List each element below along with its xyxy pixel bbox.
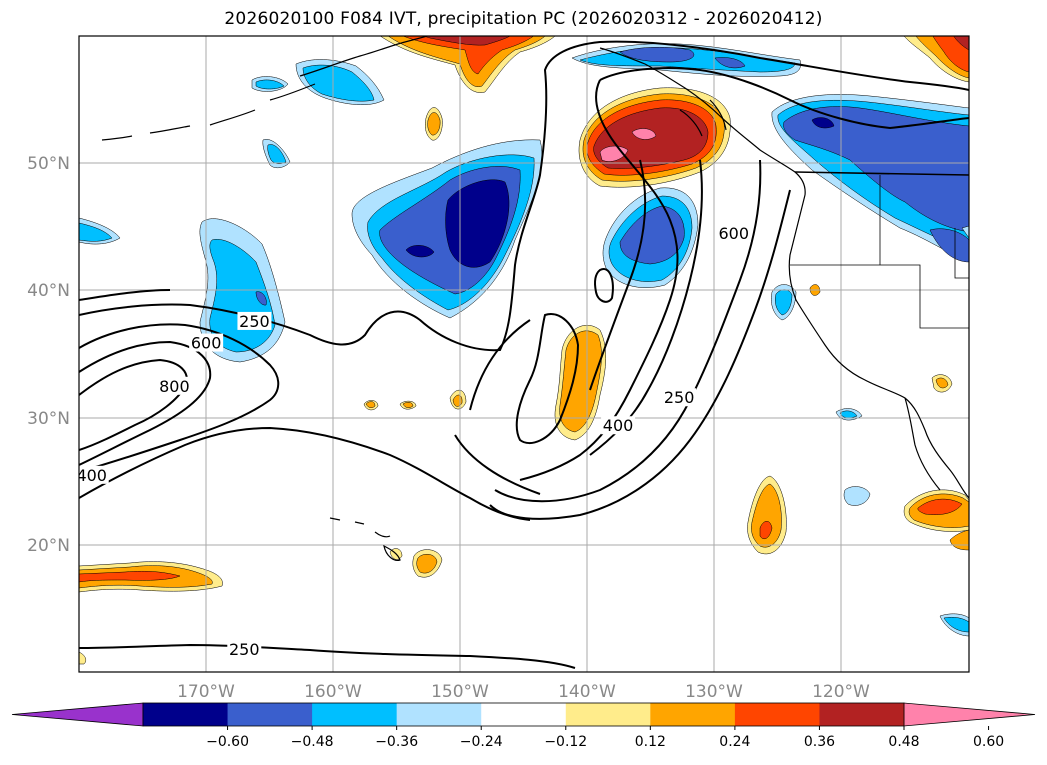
- map-title: 2026020100 F084 IVT, precipitation PC (2…: [224, 9, 823, 29]
- contour-label: 250: [664, 388, 695, 407]
- contour-label-bg: [79, 465, 109, 484]
- colorbar-tick-label: 0.12: [635, 734, 666, 750]
- colorbar-tick-label: −0.36: [375, 734, 418, 750]
- contour-label: 250: [229, 640, 260, 659]
- lon-tick-label: 140°W: [558, 682, 616, 702]
- lon-tick-label: 120°W: [812, 682, 870, 702]
- lon-tick-label: 170°W: [177, 682, 235, 702]
- lat-tick-labels: 20°N 30°N 40°N 50°N: [27, 154, 70, 556]
- colorbar-tick-label: −0.12: [544, 734, 587, 750]
- colorbar-swatch: [734, 703, 820, 726]
- colorbar-tick-label: −0.48: [291, 734, 334, 750]
- lat-tick-label: 30°N: [27, 409, 70, 429]
- lon-tick-label: 130°W: [685, 682, 743, 702]
- lon-tick-labels: 170°W 160°W 150°W 140°W 130°W 120°W: [177, 682, 870, 702]
- lat-tick-label: 40°N: [27, 281, 70, 301]
- colorbar-tick-label: 0.36: [804, 734, 835, 750]
- precip-shading: [79, 36, 969, 665]
- colorbar-swatch: [650, 703, 736, 726]
- contour-label: 400: [603, 416, 634, 435]
- colorbar-swatch: [481, 703, 567, 726]
- contour-label-bg: [189, 333, 224, 352]
- contour-label: 600: [191, 334, 222, 353]
- colorbar-swatch: [565, 703, 651, 726]
- contour-label-bg: [227, 640, 262, 659]
- colorbar: −0.60 −0.48 −0.36 −0.24 −0.12 0.12 0.24 0.36 0.4…: [11, 702, 1036, 750]
- contour-label: 800: [159, 377, 190, 396]
- colorbar-tick-label: −0.24: [460, 734, 503, 750]
- colorbar-tick-label: 0.24: [719, 734, 750, 750]
- contour-label-bg: [662, 388, 697, 407]
- contour-label: 250: [239, 312, 270, 331]
- contour-label-bg: [601, 416, 636, 435]
- lat-tick-label: 50°N: [27, 154, 70, 174]
- lon-tick-label: 160°W: [304, 682, 362, 702]
- map-frame: [78, 35, 970, 673]
- colorbar-tick-label: 0.48: [888, 734, 919, 750]
- colorbar-extend-low: [11, 702, 144, 727]
- lon-tick-label: 150°W: [431, 682, 489, 702]
- ivt-contours: [79, 40, 969, 669]
- coastlines: [101, 36, 969, 561]
- contour-label-bg: [716, 224, 751, 243]
- contour-label-bg: [157, 376, 192, 395]
- lat-tick-label: 20°N: [27, 536, 70, 556]
- colorbar-swatch: [143, 703, 229, 726]
- colorbar-border: [142, 702, 905, 727]
- colorbar-swatch: [227, 703, 313, 726]
- contour-label-bg: [237, 311, 272, 330]
- colorbar-swatch: [312, 703, 398, 726]
- contour-label: 600: [719, 224, 750, 243]
- colorbar-swatch: [396, 703, 482, 726]
- contour-label-group: 250 600 800 400 250 600 400 250: [76, 224, 751, 659]
- colorbar-swatch: [819, 703, 905, 726]
- colorbar-tick-label: −0.60: [206, 734, 249, 750]
- colorbar-extend-high: [903, 702, 1036, 727]
- colorbar-tick-label: 0.60: [973, 734, 1004, 750]
- graticule: [79, 36, 969, 672]
- contour-label: 400: [76, 466, 107, 485]
- ivt-250-contour: [79, 40, 969, 352]
